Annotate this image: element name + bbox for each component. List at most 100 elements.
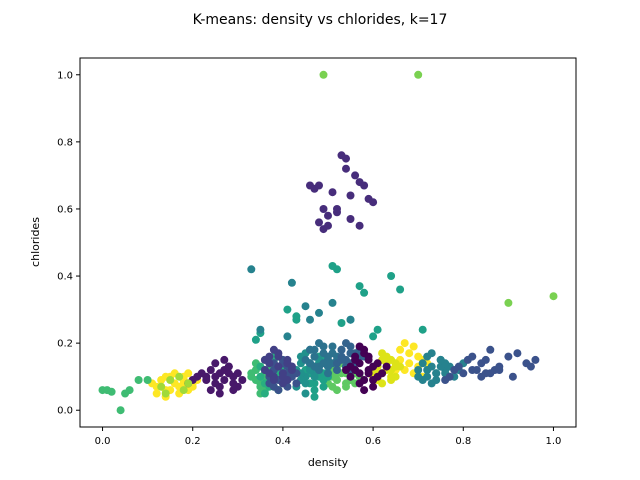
scatter-point-cluster-8 [432,376,441,384]
scatter-point-cluster-9 [319,359,328,368]
scatter-point-cluster-13 [328,188,337,197]
scatter-point-cluster-6 [310,392,319,401]
scatter-point-cluster-14 [224,369,233,378]
scatter-point-cluster-6 [310,386,319,395]
scatter-point-cluster-4 [134,376,143,384]
scatter-point-cluster-9 [315,339,323,348]
scatter-point-cluster-6 [369,332,378,341]
scatter-point-cluster-11 [504,352,513,361]
scatter-point-cluster-0 [405,359,414,368]
scatter-point-cluster-12 [260,355,269,364]
scatter-point-cluster-2 [414,70,423,79]
scatter-point-cluster-14 [215,389,224,398]
x-tick-label: 0.2 [185,436,201,447]
scatter-point-cluster-11 [441,376,450,384]
scatter-point-cluster-14 [220,355,229,364]
scatter-point-cluster-14 [202,376,211,384]
scatter-point-cluster-13 [351,171,360,180]
data-points [98,70,558,415]
scatter-point-cluster-9 [301,355,310,364]
scatter-point-cluster-13 [315,181,323,190]
scatter-point-cluster-8 [346,315,355,324]
scatter-point-cluster-0 [184,369,193,378]
scatter-point-cluster-9 [324,369,332,378]
scatter-point-cluster-6 [251,335,260,344]
scatter-point-cluster-11 [274,386,283,395]
scatter-point-cluster-12 [283,376,292,384]
scatter-point-cluster-6 [319,382,328,391]
scatter-point-cluster-13 [369,198,378,207]
scatter-point-cluster-7 [310,372,319,381]
plot-area-frame [79,57,577,428]
scatter-point-cluster-8 [414,372,423,381]
y-tick-label: 0.2 [57,339,73,350]
scatter-point-cluster-15 [369,382,378,391]
scatter-point-cluster-16 [179,386,188,395]
scatter-point-cluster-13 [324,221,332,230]
scatter-point-cluster-11 [486,345,495,354]
scatter-point-cluster-1 [387,376,396,384]
scatter-point-cluster-8 [256,325,265,334]
scatter-point-cluster-2 [319,70,328,79]
y-tick-label: 0.4 [57,272,73,283]
scatter-point-cluster-11 [531,355,540,364]
scatter-point-cluster-6 [396,285,405,294]
scatter-point-cluster-14 [215,382,224,391]
scatter-point-cluster-13 [333,205,341,213]
x-tick-label: 1.0 [546,436,562,447]
scatter-point-cluster-8 [315,308,323,317]
scatter-point-cluster-15 [355,369,364,378]
scatter-point-cluster-3 [342,379,350,388]
scatter-point-cluster-15 [351,355,360,364]
scatter-point-cluster-9 [328,342,337,351]
scatter-point-cluster-4 [107,387,116,396]
scatter-point-cluster-6 [418,325,427,334]
scatter-point-cluster-12 [265,369,274,378]
scatter-point-cluster-0 [396,345,405,354]
scatter-point-cluster-11 [481,369,490,378]
scatter-point-cluster-14 [206,386,215,395]
scatter-point-cluster-11 [468,366,477,374]
scatter-point-cluster-13 [342,154,350,163]
scatter-point-cluster-15 [355,342,364,351]
scatter-point-cluster-12 [274,352,283,361]
scatter-point-cluster-13 [360,181,369,190]
scatter-point-cluster-16 [175,372,184,381]
scatter-point-cluster-15 [369,376,378,384]
scatter-point-cluster-14 [238,376,247,384]
scatter-point-cluster-1 [396,362,405,371]
scatter-point-cluster-8 [328,298,337,307]
scatter-point-cluster-16 [166,376,175,384]
scatter-point-cluster-6 [337,319,346,327]
scatter-point-cluster-16 [161,389,170,398]
scatter-point-cluster-5 [256,372,265,381]
y-axis-label: chlorides [29,217,42,267]
scatter-point-cluster-12 [287,362,296,371]
x-axis-ticks: 0.0 0.2 0.4 0.6 0.8 1.0 [95,427,562,447]
scatter-point-cluster-8 [432,369,441,378]
scatter-point-cluster-6 [283,305,292,314]
x-tick-label: 0.6 [365,436,381,447]
scatter-point-cluster-15 [382,362,391,371]
scatter-point-cluster-7 [301,379,310,388]
scatter-point-cluster-6 [373,325,382,334]
scatter-point-cluster-11 [459,369,468,378]
scatter-point-cluster-14 [220,376,229,384]
scatter-point-cluster-7 [301,389,310,398]
y-tick-label: 0.8 [57,137,73,148]
scatter-point-cluster-14 [229,379,238,388]
scatter-point-cluster-15 [360,386,369,395]
scatter-point-cluster-11 [508,372,517,381]
scatter-point-cluster-8 [247,265,256,274]
scatter-point-cluster-11 [292,379,301,388]
scatter-point-cluster-8 [436,355,445,364]
scatter-point-cluster-12 [274,362,283,371]
scatter-point-cluster-4 [247,369,256,378]
scatter-point-cluster-14 [224,362,233,371]
scatter-point-cluster-11 [495,362,504,371]
scatter-point-cluster-4 [125,386,134,395]
scatter-point-cluster-11 [526,362,535,371]
scatter-point-cluster-8 [418,359,427,368]
scatter-point-cluster-6 [360,288,369,297]
